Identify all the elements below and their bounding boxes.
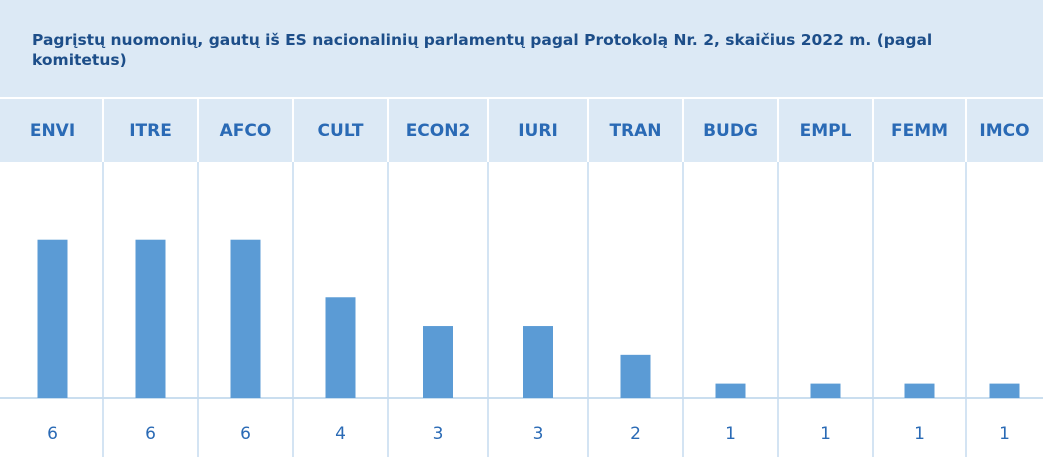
bar (423, 326, 453, 398)
column-header: IMCO (979, 121, 1029, 141)
bar (230, 239, 261, 398)
bar (37, 239, 68, 398)
value-label: 2 (630, 424, 641, 444)
column-header: ITRE (129, 121, 172, 141)
bar (523, 326, 553, 398)
bar (135, 239, 166, 398)
value-label: 3 (433, 424, 444, 444)
value-label: 6 (240, 424, 251, 444)
bar (904, 383, 935, 398)
value-label: 6 (47, 424, 58, 444)
column-header: CULT (318, 121, 364, 141)
column-header: EMPL (800, 121, 852, 141)
bar (325, 297, 356, 398)
value-label: 4 (335, 424, 346, 444)
column-header: BUDG (703, 121, 758, 141)
column-header: TRAN (609, 121, 661, 141)
value-label: 6 (145, 424, 156, 444)
bar (810, 383, 841, 398)
title-band (0, 0, 1043, 98)
value-label: 1 (999, 424, 1010, 444)
chart-title: Pagrįstų nuomonių, gautų iš ES nacionali… (32, 31, 933, 69)
column-header: IURI (518, 121, 558, 141)
column-header: FEMM (891, 121, 948, 141)
column-header: ENVI (30, 121, 75, 141)
column-header: AFCO (220, 121, 272, 141)
value-label: 3 (533, 424, 544, 444)
value-label: 1 (914, 424, 925, 444)
bar (715, 383, 746, 398)
column-header: ECON2 (406, 121, 471, 141)
header-band (0, 98, 1043, 162)
value-label: 1 (820, 424, 831, 444)
bar (620, 354, 651, 398)
value-label: 1 (725, 424, 736, 444)
bar (989, 383, 1020, 398)
